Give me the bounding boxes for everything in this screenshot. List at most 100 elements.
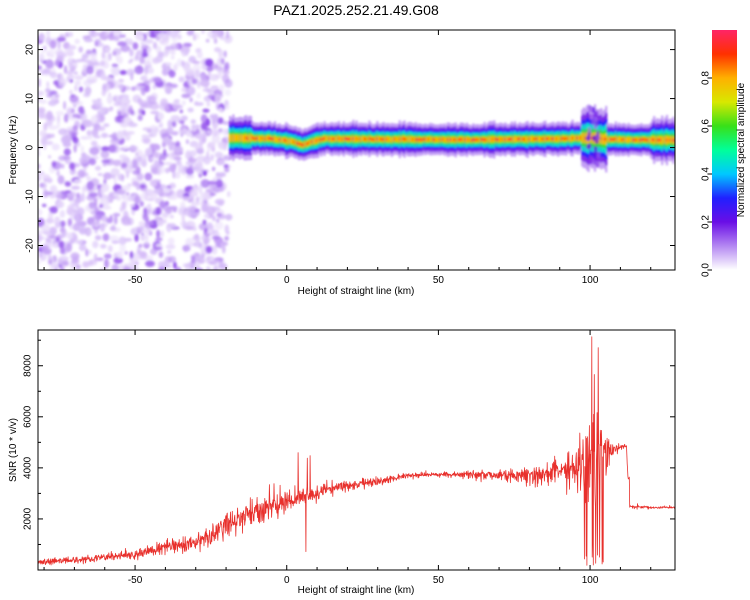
spectrogram-cell [225,105,230,110]
spectrogram-cell [224,236,230,241]
spectrogram-cell [74,75,84,81]
spectrogram-cell [187,157,197,163]
spectrogram-cell [48,100,57,107]
spectrogram-cell [201,30,205,35]
y-tick-label: -20 [25,238,36,253]
spectrogram-y-axis: 20 10 0 -10 -20 [25,44,675,271]
spectrogram-cell [63,148,71,156]
spectrogram-peak-cell [427,138,430,141]
spectrogram-cell [49,39,57,49]
spectrogram-cell [127,108,134,115]
spectrogram-cell [80,145,85,153]
spectrogram-peak-cell [507,138,510,141]
spectrogram-peak-cell [545,137,549,141]
spectrogram-cell [69,75,75,79]
spectrogram-cell [218,142,227,150]
spectrogram-peak-cell [272,137,275,141]
spectrogram-cell [91,222,97,227]
spectrogram-cell [193,241,203,248]
spectrogram-cell [120,44,131,53]
spectrogram-band-cell [581,133,584,143]
spectrogram-cell [170,115,181,122]
spectrogram-cell [140,44,149,51]
y-tick-label: 4000 [23,456,34,479]
spectrogram-cell [139,200,144,207]
spectrogram-cell [218,172,227,177]
spectrogram-cell [43,68,51,74]
spectrogram-band-cell [619,136,622,142]
spectrogram-cell [66,70,74,76]
spectrogram-signal-band [229,104,675,173]
spectrogram-peak-cell [501,137,504,141]
spectrogram-cell [152,57,160,64]
spectrogram-cell [206,66,214,72]
spectrogram-band-cell [549,136,552,142]
spectrogram-cell [83,59,93,63]
spectrogram-cell [201,253,205,260]
spectrogram-band-cell [465,137,469,143]
x-tick-label: 50 [433,275,445,286]
spectrogram-peak-cell [641,138,645,141]
spectrogram-cell [109,226,117,232]
spectrogram-peak-cell [371,138,374,141]
spectrogram-band-cell [326,135,329,141]
spectrogram-peak-cell [528,137,531,141]
spectrogram-artifact-cell [594,110,599,117]
spectrogram-cell [135,149,144,159]
spectrogram-cell [140,41,145,46]
spectrogram-cell [63,100,67,110]
spectrogram-cell [43,189,49,198]
spectrogram-cell [212,215,216,222]
spectrogram-peak-cell [656,138,659,142]
spectrogram-peak-cell [254,137,258,140]
spectrogram-cell [200,122,208,131]
spectrogram-peak-cell [613,138,616,141]
spectrogram-peak-cell [518,137,522,141]
spectrogram-cell [85,35,91,39]
spectrogram-peak-cell [283,138,286,142]
spectrogram-cell [58,240,65,249]
spectrogram-peak-cell [609,138,613,141]
spectrogram-cell [214,151,223,159]
spectrogram-cell [137,98,143,105]
spectrogram-cell [54,93,60,98]
spectrogram-cell [69,89,73,95]
spectrogram-band-cell [408,136,411,142]
spectrogram-cell [129,145,139,151]
spectrogram-band-cell [230,134,233,142]
spectrogram-peak-cell [454,138,458,142]
colorbar-axis: 0.0 0.2 0.4 0.6 0.8 [701,71,712,277]
spectrogram-cell [103,123,110,128]
spectrogram-peak-cell [470,139,474,142]
spectrogram-cell [103,75,108,81]
spectrogram-cell [64,32,70,38]
spectrogram-cell [82,119,93,128]
spectrogram-peak-cell [566,137,570,140]
y-tick-label: 8000 [23,354,34,377]
spectrogram-cell [57,40,61,50]
spectrogram-cell [177,34,182,40]
spectrogram-peak-cell [673,139,675,142]
spectrogram-band-cell [648,137,651,143]
spectrogram-cell [100,183,110,193]
spectrogram-cell [43,122,48,131]
spectrogram-cell [51,160,57,168]
spectrogram-cell [206,129,212,135]
spectrogram-cell [108,235,119,242]
spectrogram-cell [86,130,92,136]
spectrogram-band-cell [294,139,297,146]
spectrogram-band-cell [531,135,534,142]
spectrogram-cell [113,102,123,107]
spectrogram-cell [46,133,52,139]
spectrogram-peak-cell [245,136,248,140]
spectrogram-band-cell [440,136,443,142]
spectrogram-cell [153,77,163,83]
spectrogram-peak-cell [302,143,306,147]
spectrogram-cell [132,159,138,169]
spectrogram-peak-cell [337,137,341,140]
spectrogram-artifact-cell [591,119,596,126]
spectrogram-cell [101,146,110,152]
spectrogram-cell [189,129,193,134]
spectrogram-cell [159,102,170,111]
spectrogram-cell [67,205,71,210]
